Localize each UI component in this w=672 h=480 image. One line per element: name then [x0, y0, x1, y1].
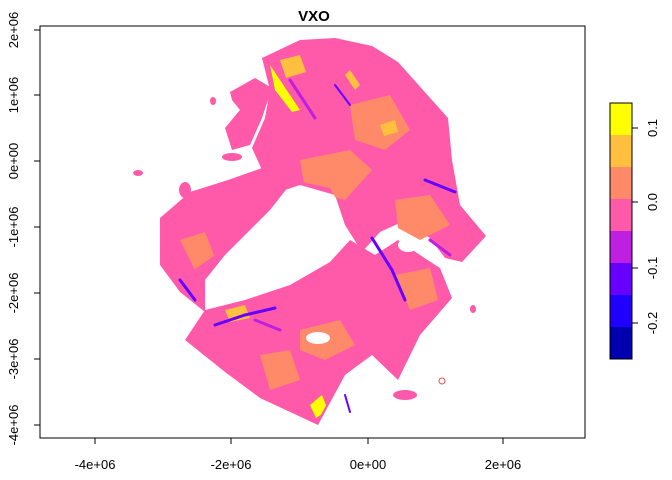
legend-frame — [609, 102, 633, 360]
y-tick-label: -2e+06 — [6, 273, 21, 314]
legend-swatch — [610, 231, 632, 264]
map-raster — [133, 38, 486, 425]
y-tick-label: 2e+06 — [6, 12, 21, 49]
legend-tick-label: 0.0 — [645, 193, 660, 211]
y-tick-label: -4e+06 — [6, 405, 21, 446]
x-tick-label: -4e+06 — [75, 457, 116, 472]
legend-swatch — [610, 199, 632, 232]
x-axis: -4e+06 -2e+06 0e+00 2e+06 — [75, 437, 522, 472]
plot-title: VXO — [298, 8, 330, 25]
legend-swatch — [610, 167, 632, 200]
x-tick-label: 2e+06 — [485, 457, 522, 472]
low-value-streaks — [178, 78, 457, 413]
legend-swatches — [610, 103, 632, 360]
region-northwest-arm — [225, 78, 272, 150]
island-cluster — [133, 97, 476, 400]
legend-tick-label: -0.1 — [645, 257, 660, 279]
legend-swatch — [610, 263, 632, 296]
x-tick-label: -2e+06 — [211, 457, 252, 472]
y-tick-label: 1e+06 — [6, 77, 21, 114]
map-holes — [306, 238, 418, 344]
y-tick-label: -3e+06 — [6, 339, 21, 380]
outlier-point — [438, 377, 446, 385]
legend-swatch — [610, 135, 632, 168]
legend-tick-label: -0.2 — [645, 312, 660, 334]
color-legend: 0.1 0.0 -0.1 -0.2 — [609, 102, 660, 360]
legend-tick-label: 0.1 — [645, 119, 660, 137]
y-tick-label: -1e+06 — [6, 207, 21, 248]
y-axis: 2e+06 1e+06 0e+00 -1e+06 -2e+06 -3e+06 -… — [6, 12, 41, 446]
legend-swatch — [610, 327, 632, 360]
region-west-lobe — [160, 168, 292, 312]
legend-swatch — [610, 295, 632, 328]
legend-swatch — [610, 103, 632, 136]
x-tick-label: 0e+00 — [350, 457, 387, 472]
y-tick-label: 0e+00 — [6, 143, 21, 180]
